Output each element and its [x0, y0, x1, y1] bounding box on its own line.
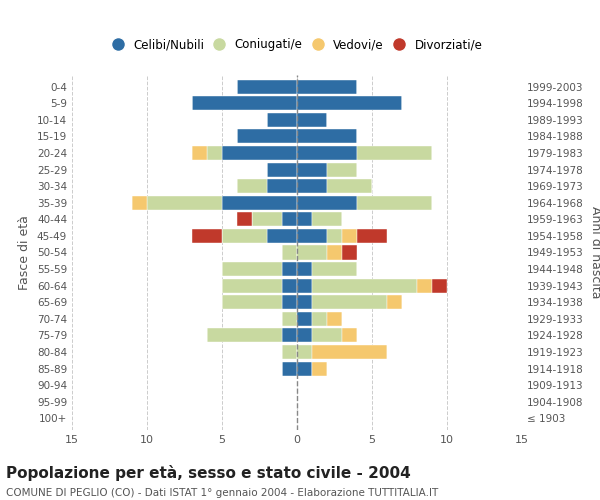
- Legend: Celibi/Nubili, Coniugati/e, Vedovi/e, Divorziati/e: Celibi/Nubili, Coniugati/e, Vedovi/e, Di…: [108, 35, 486, 55]
- Bar: [312, 212, 342, 226]
- Bar: [312, 362, 327, 376]
- Bar: [282, 246, 297, 260]
- Bar: [297, 345, 312, 359]
- Bar: [192, 229, 222, 243]
- Bar: [312, 312, 327, 326]
- Bar: [237, 212, 252, 226]
- Y-axis label: Anni di nascita: Anni di nascita: [589, 206, 600, 298]
- Bar: [357, 196, 432, 210]
- Bar: [297, 212, 312, 226]
- Bar: [282, 312, 297, 326]
- Bar: [327, 162, 357, 176]
- Bar: [147, 196, 222, 210]
- Bar: [132, 196, 147, 210]
- Bar: [297, 196, 357, 210]
- Bar: [282, 345, 297, 359]
- Bar: [282, 212, 297, 226]
- Bar: [282, 295, 297, 310]
- Bar: [282, 362, 297, 376]
- Bar: [327, 246, 342, 260]
- Bar: [297, 229, 327, 243]
- Bar: [312, 262, 357, 276]
- Bar: [222, 262, 282, 276]
- Bar: [327, 179, 372, 193]
- Bar: [192, 96, 297, 110]
- Text: COMUNE DI PEGLIO (CO) - Dati ISTAT 1° gennaio 2004 - Elaborazione TUTTITALIA.IT: COMUNE DI PEGLIO (CO) - Dati ISTAT 1° ge…: [6, 488, 438, 498]
- Bar: [222, 295, 282, 310]
- Bar: [297, 295, 312, 310]
- Bar: [312, 278, 417, 292]
- Bar: [327, 312, 342, 326]
- Bar: [282, 278, 297, 292]
- Bar: [267, 162, 297, 176]
- Bar: [297, 312, 312, 326]
- Bar: [312, 345, 387, 359]
- Bar: [297, 362, 312, 376]
- Bar: [222, 196, 297, 210]
- Bar: [297, 96, 402, 110]
- Bar: [237, 130, 297, 143]
- Bar: [357, 229, 387, 243]
- Bar: [207, 328, 282, 342]
- Bar: [297, 162, 327, 176]
- Bar: [297, 278, 312, 292]
- Bar: [267, 179, 297, 193]
- Bar: [267, 112, 297, 127]
- Bar: [222, 278, 282, 292]
- Bar: [357, 146, 432, 160]
- Bar: [417, 278, 432, 292]
- Bar: [297, 130, 357, 143]
- Bar: [282, 262, 297, 276]
- Bar: [207, 146, 222, 160]
- Bar: [387, 295, 402, 310]
- Bar: [312, 328, 342, 342]
- Bar: [192, 146, 207, 160]
- Bar: [327, 229, 342, 243]
- Bar: [297, 112, 327, 127]
- Bar: [297, 179, 327, 193]
- Bar: [342, 246, 357, 260]
- Bar: [222, 146, 297, 160]
- Y-axis label: Fasce di età: Fasce di età: [19, 215, 31, 290]
- Bar: [432, 278, 447, 292]
- Bar: [282, 328, 297, 342]
- Bar: [297, 246, 327, 260]
- Bar: [222, 229, 267, 243]
- Bar: [267, 229, 297, 243]
- Bar: [297, 80, 357, 94]
- Bar: [252, 212, 282, 226]
- Bar: [297, 328, 312, 342]
- Bar: [312, 295, 387, 310]
- Bar: [297, 262, 312, 276]
- Bar: [237, 179, 267, 193]
- Bar: [342, 229, 357, 243]
- Bar: [237, 80, 297, 94]
- Bar: [342, 328, 357, 342]
- Text: Popolazione per età, sesso e stato civile - 2004: Popolazione per età, sesso e stato civil…: [6, 465, 411, 481]
- Bar: [297, 146, 357, 160]
